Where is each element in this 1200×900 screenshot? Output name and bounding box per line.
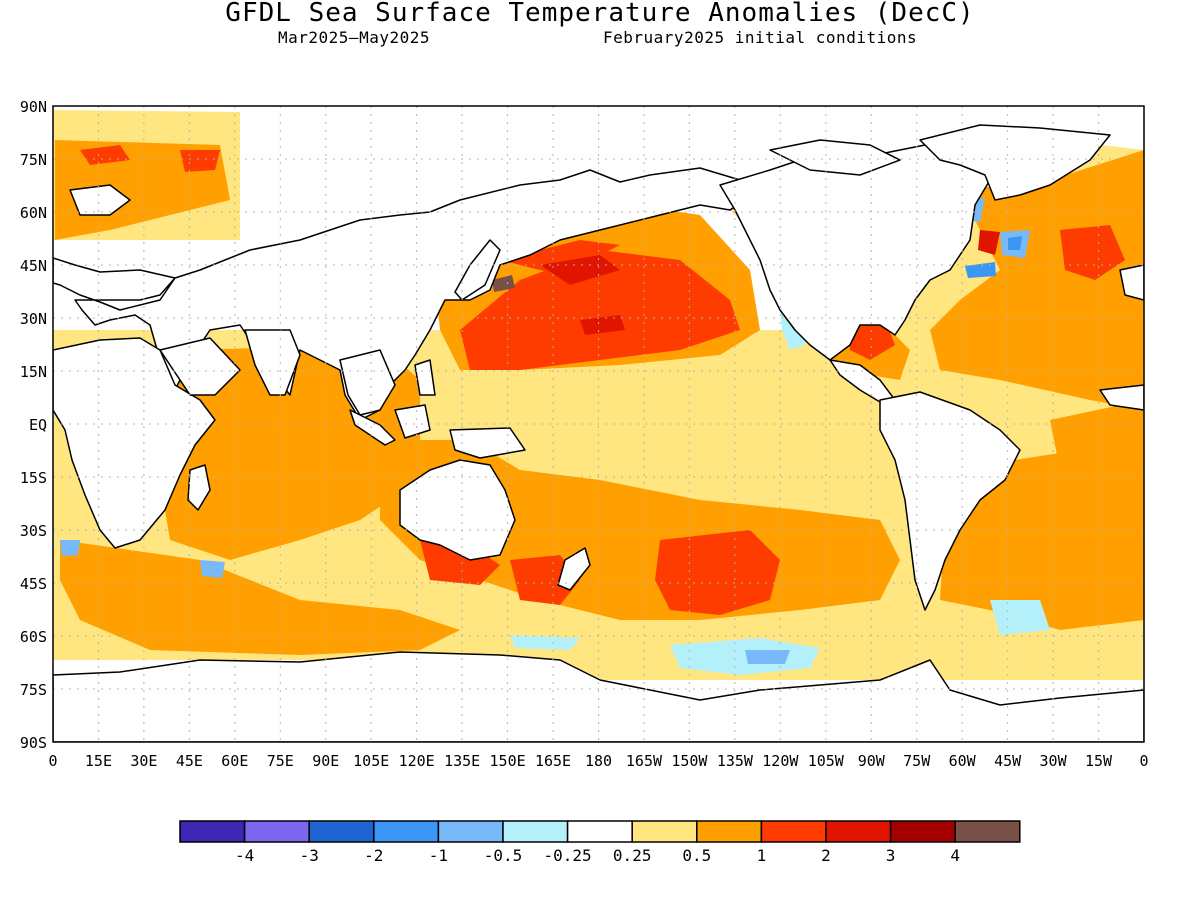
forecast-period: Mar2025—May2025 bbox=[278, 28, 430, 47]
colorbar-swatch bbox=[631, 820, 698, 843]
land-europe-east bbox=[1119, 264, 1144, 301]
colorbar-label: -0.25 bbox=[544, 846, 592, 865]
latitude-tick-label: 45N bbox=[20, 257, 47, 275]
longitude-tick-label: 0 bbox=[48, 752, 57, 770]
longitude-tick-label: 45W bbox=[994, 752, 1022, 770]
initial-conditions: February2025 initial conditions bbox=[603, 28, 918, 47]
colorbar-label: -3 bbox=[300, 846, 319, 865]
colorbar-swatch bbox=[308, 820, 375, 843]
longitude-tick-label: 0 bbox=[1139, 752, 1148, 770]
latitude-tick-label: 30N bbox=[20, 310, 47, 328]
latitude-tick-label: 60S bbox=[20, 628, 47, 646]
colorbar-swatch bbox=[179, 820, 246, 843]
longitude-tick-label: 60E bbox=[221, 752, 248, 770]
map-title: GFDL Sea Surface Temperature Anomalies (… bbox=[225, 0, 975, 28]
latitude-tick-label: 90S bbox=[20, 734, 47, 752]
colorbar-label: 2 bbox=[821, 846, 831, 865]
longitude-tick-label: 75E bbox=[267, 752, 294, 770]
colorbar-label: -2 bbox=[364, 846, 383, 865]
longitude-tick-label: 135E bbox=[444, 752, 480, 770]
map-frame bbox=[52, 105, 1145, 743]
longitude-labels: 0 15E 30E 45E 60E 75E 90E 105E 120E 135E 150E 165E 1… bbox=[48, 752, 1148, 770]
latitude-tick-label: 60N bbox=[20, 204, 47, 222]
land-africa-east bbox=[1099, 384, 1144, 411]
colorbar-swatch bbox=[502, 820, 569, 843]
latitude-labels: 90N 75N 60N 45N 30N 15N EQ 15S 30S 45S 60S 75S 90S bbox=[20, 98, 47, 752]
anomaly-field-deepred bbox=[540, 230, 1000, 335]
colorbar-swatch bbox=[760, 820, 827, 843]
colorbar-label: 0.5 bbox=[682, 846, 711, 865]
longitude-tick-label: 135W bbox=[717, 752, 754, 770]
longitude-tick-label: 120E bbox=[399, 752, 435, 770]
longitude-tick-label: 75W bbox=[903, 752, 931, 770]
longitude-tick-label: 15W bbox=[1085, 752, 1113, 770]
land-newguinea bbox=[449, 427, 526, 459]
latitude-tick-label: 30S bbox=[20, 522, 47, 540]
colorbar-label: -4 bbox=[235, 846, 254, 865]
longitude-tick-label: 120W bbox=[762, 752, 799, 770]
latitude-tick-label: EQ bbox=[29, 416, 47, 434]
colorbar: -4 -3 -2 -1 -0.5 -0.25 0.25 0.5 1 2 3 4 bbox=[179, 820, 1021, 865]
land-arabia bbox=[159, 337, 241, 396]
anomaly-field-brown bbox=[492, 275, 515, 292]
colorbar-label: 3 bbox=[886, 846, 896, 865]
latitude-tick-label: 15N bbox=[20, 363, 47, 381]
land-madagascar bbox=[187, 464, 211, 511]
colorbar-swatch bbox=[954, 820, 1021, 843]
colorbar-swatch bbox=[696, 820, 763, 843]
longitude-tick-label: 15E bbox=[85, 752, 112, 770]
graticule bbox=[53, 106, 1144, 742]
colorbar-label: 0.25 bbox=[613, 846, 652, 865]
longitude-tick-label: 150E bbox=[490, 752, 526, 770]
longitude-tick-label: 105E bbox=[353, 752, 389, 770]
colorbar-swatch bbox=[373, 820, 440, 843]
longitude-tick-label: 90E bbox=[312, 752, 339, 770]
longitude-tick-label: 180 bbox=[585, 752, 612, 770]
land-sumatra bbox=[349, 409, 396, 446]
latitude-tick-label: 75S bbox=[20, 681, 47, 699]
colorbar-swatch bbox=[437, 820, 504, 843]
colorbar-label: -0.5 bbox=[484, 846, 523, 865]
longitude-tick-label: 165W bbox=[626, 752, 663, 770]
colorbar-swatch bbox=[566, 820, 633, 843]
longitude-tick-label: 30W bbox=[1040, 752, 1068, 770]
anomaly-field-red bbox=[80, 145, 1125, 615]
land-indochina bbox=[339, 349, 396, 416]
land-south-america bbox=[879, 391, 1021, 611]
land-arctic-archipelago bbox=[769, 139, 901, 176]
latitude-tick-label: 15S bbox=[20, 469, 47, 487]
latitude-tick-label: 75N bbox=[20, 151, 47, 169]
land-japan bbox=[454, 239, 501, 301]
land-greenland bbox=[919, 124, 1111, 201]
colorbar-label: -1 bbox=[429, 846, 448, 865]
colorbar-swatch bbox=[825, 820, 892, 843]
longitude-tick-label: 90W bbox=[858, 752, 886, 770]
land-borneo bbox=[394, 404, 431, 439]
longitude-tick-label: 60W bbox=[949, 752, 977, 770]
longitude-tick-label: 150W bbox=[671, 752, 708, 770]
colorbar-label: 1 bbox=[757, 846, 767, 865]
land-africa bbox=[53, 337, 216, 549]
longitude-tick-label: 165E bbox=[535, 752, 571, 770]
land-australia bbox=[399, 459, 516, 561]
land-philippines bbox=[414, 359, 436, 396]
colorbar-swatch bbox=[243, 820, 310, 843]
land-svalbard bbox=[69, 184, 131, 216]
longitude-tick-label: 105W bbox=[808, 752, 845, 770]
colorbar-swatch bbox=[889, 820, 956, 843]
longitude-tick-label: 45E bbox=[176, 752, 203, 770]
latitude-tick-label: 45S bbox=[20, 575, 47, 593]
latitude-tick-label: 90N bbox=[20, 98, 47, 116]
land-newzealand bbox=[557, 547, 591, 591]
colorbar-label: 4 bbox=[950, 846, 960, 865]
longitude-tick-label: 30E bbox=[130, 752, 157, 770]
land-india bbox=[244, 329, 301, 396]
